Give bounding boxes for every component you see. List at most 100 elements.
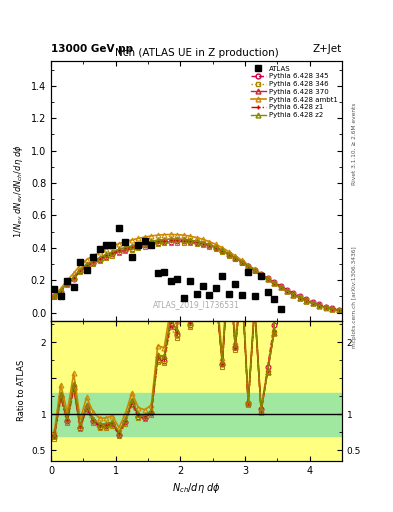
- Text: 13000 GeV pp: 13000 GeV pp: [51, 44, 133, 54]
- Pythia 6.428 z1: [78, 267, 83, 273]
- ATLAS: [110, 242, 115, 248]
- Pythia 6.428 370: [272, 280, 276, 286]
- Pythia 6.428 370: [65, 280, 70, 286]
- Pythia 6.428 z2: [181, 237, 186, 243]
- Pythia 6.428 z2: [97, 254, 102, 261]
- Pythia 6.428 z1: [117, 248, 121, 254]
- Pythia 6.428 z2: [65, 280, 70, 286]
- Pythia 6.428 ambt1: [142, 234, 147, 240]
- Pythia 6.428 346: [323, 304, 328, 310]
- Pythia 6.428 z2: [233, 255, 238, 261]
- Pythia 6.428 345: [78, 268, 83, 274]
- Pythia 6.428 z1: [130, 244, 134, 250]
- Pythia 6.428 346: [272, 280, 276, 286]
- Pythia 6.428 346: [97, 258, 102, 264]
- Pythia 6.428 ambt1: [175, 231, 180, 238]
- Pythia 6.428 z2: [252, 267, 257, 273]
- Pythia 6.428 ambt1: [78, 262, 83, 268]
- Pythia 6.428 ambt1: [291, 291, 296, 297]
- Pythia 6.428 ambt1: [252, 266, 257, 272]
- Pythia 6.428 ambt1: [155, 232, 160, 238]
- Pythia 6.428 345: [97, 257, 102, 263]
- Pythia 6.428 346: [239, 260, 244, 266]
- Pythia 6.428 z1: [72, 274, 76, 281]
- Pythia 6.428 z2: [104, 251, 108, 258]
- Pythia 6.428 370: [72, 274, 76, 280]
- Pythia 6.428 370: [226, 251, 231, 257]
- Pythia 6.428 370: [142, 240, 147, 246]
- Pythia 6.428 370: [136, 242, 141, 248]
- Pythia 6.428 z2: [278, 284, 283, 290]
- ATLAS: [97, 245, 102, 251]
- Pythia 6.428 z2: [194, 239, 199, 245]
- Pythia 6.428 z2: [168, 236, 173, 242]
- Pythia 6.428 z1: [291, 291, 296, 297]
- Pythia 6.428 z1: [65, 281, 70, 287]
- Pythia 6.428 346: [91, 261, 95, 267]
- Pythia 6.428 370: [304, 297, 309, 304]
- ATLAS: [168, 278, 173, 284]
- Pythia 6.428 370: [220, 247, 225, 253]
- Pythia 6.428 z2: [336, 307, 341, 313]
- Line: Pythia 6.428 346: Pythia 6.428 346: [52, 240, 341, 312]
- Pythia 6.428 z1: [110, 250, 115, 256]
- Y-axis label: Ratio to ATLAS: Ratio to ATLAS: [17, 360, 26, 421]
- Pythia 6.428 z2: [110, 249, 115, 255]
- Pythia 6.428 ambt1: [239, 257, 244, 263]
- ATLAS: [239, 292, 244, 298]
- Pythia 6.428 z2: [226, 251, 231, 257]
- Pythia 6.428 ambt1: [91, 253, 95, 259]
- Pythia 6.428 z2: [304, 297, 309, 304]
- Pythia 6.428 ambt1: [52, 292, 57, 298]
- Pythia 6.428 ambt1: [278, 284, 283, 290]
- ATLAS: [72, 284, 76, 290]
- Pythia 6.428 370: [252, 267, 257, 273]
- Pythia 6.428 z2: [220, 247, 225, 253]
- Pythia 6.428 370: [181, 236, 186, 242]
- Pythia 6.428 ambt1: [330, 306, 334, 312]
- ATLAS: [252, 292, 257, 298]
- Pythia 6.428 345: [317, 302, 321, 308]
- Pythia 6.428 345: [233, 255, 238, 261]
- ATLAS: [200, 283, 205, 289]
- Pythia 6.428 345: [194, 240, 199, 246]
- Pythia 6.428 345: [252, 267, 257, 273]
- Pythia 6.428 345: [336, 307, 341, 313]
- Pythia 6.428 345: [213, 245, 218, 251]
- Pythia 6.428 370: [239, 259, 244, 265]
- Pythia 6.428 345: [104, 253, 108, 260]
- Pythia 6.428 z1: [194, 239, 199, 245]
- Pythia 6.428 z1: [200, 240, 205, 246]
- Pythia 6.428 345: [323, 304, 328, 310]
- Pythia 6.428 370: [194, 238, 199, 244]
- Pythia 6.428 370: [52, 293, 57, 300]
- Text: Z+Jet: Z+Jet: [313, 44, 342, 54]
- Line: Pythia 6.428 370: Pythia 6.428 370: [52, 237, 341, 313]
- Pythia 6.428 z2: [162, 237, 167, 243]
- Pythia 6.428 370: [233, 255, 238, 261]
- Pythia 6.428 z1: [259, 271, 263, 278]
- Pythia 6.428 z2: [259, 271, 263, 278]
- Pythia 6.428 z1: [142, 241, 147, 247]
- Pythia 6.428 346: [104, 255, 108, 261]
- Pythia 6.428 ambt1: [97, 249, 102, 255]
- ATLAS: [278, 306, 283, 312]
- Pythia 6.428 345: [220, 248, 225, 254]
- Pythia 6.428 345: [175, 238, 180, 244]
- Pythia 6.428 z1: [239, 259, 244, 265]
- Pythia 6.428 z2: [155, 237, 160, 243]
- Pythia 6.428 ambt1: [59, 286, 63, 292]
- Pythia 6.428 z1: [272, 280, 276, 286]
- Pythia 6.428 345: [91, 260, 95, 266]
- Pythia 6.428 345: [110, 251, 115, 258]
- Pythia 6.428 346: [175, 240, 180, 246]
- ATLAS: [136, 242, 141, 248]
- Pythia 6.428 ambt1: [65, 277, 70, 283]
- Pythia 6.428 346: [291, 291, 296, 297]
- Pythia 6.428 346: [285, 288, 289, 294]
- Line: Pythia 6.428 z1: Pythia 6.428 z1: [52, 238, 341, 312]
- Line: Pythia 6.428 345: Pythia 6.428 345: [52, 239, 341, 312]
- Pythia 6.428 z1: [84, 262, 89, 268]
- Pythia 6.428 345: [136, 244, 141, 250]
- Pythia 6.428 346: [246, 264, 251, 270]
